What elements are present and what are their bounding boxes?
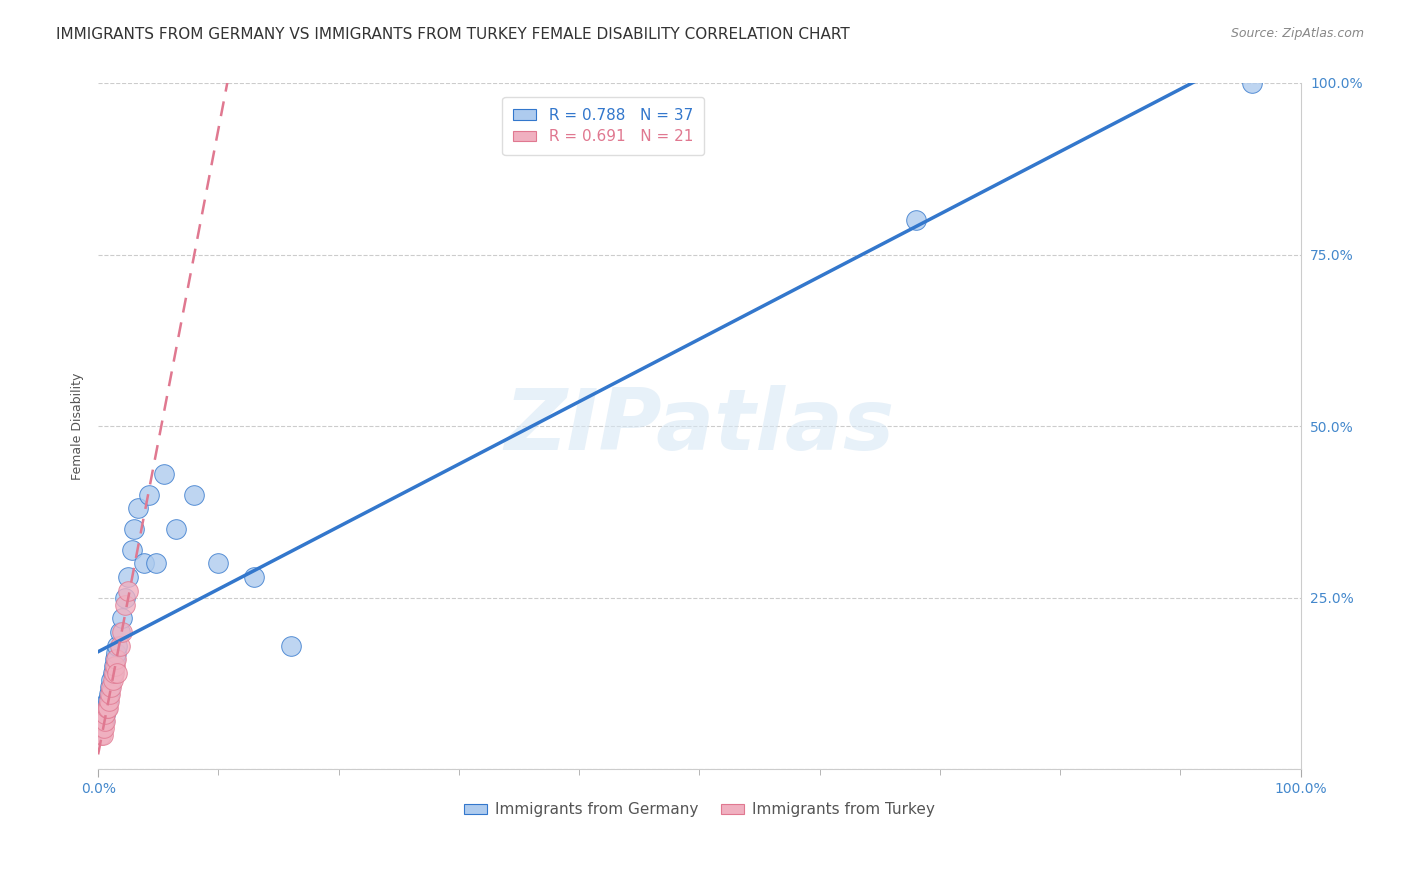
Point	[93, 714, 115, 729]
Point	[207, 557, 229, 571]
Point	[132, 557, 155, 571]
Point	[127, 501, 149, 516]
Point	[104, 659, 127, 673]
Point	[111, 625, 134, 640]
Point	[165, 522, 187, 536]
Point	[114, 591, 136, 605]
Point	[90, 714, 112, 729]
Point	[101, 666, 124, 681]
Point	[280, 639, 302, 653]
Point	[100, 680, 122, 694]
Point	[121, 542, 143, 557]
Point	[183, 488, 205, 502]
Point	[153, 467, 176, 482]
Point	[104, 652, 127, 666]
Text: ZIPatlas: ZIPatlas	[505, 384, 894, 467]
Point	[105, 666, 128, 681]
Point	[103, 659, 125, 673]
Point	[97, 694, 120, 708]
Point	[108, 639, 131, 653]
Point	[91, 714, 114, 729]
Point	[97, 694, 120, 708]
Point	[138, 488, 160, 502]
Point	[103, 666, 125, 681]
Point	[96, 694, 118, 708]
Point	[94, 700, 117, 714]
Legend: Immigrants from Germany, Immigrants from Turkey: Immigrants from Germany, Immigrants from…	[458, 797, 941, 823]
Text: IMMIGRANTS FROM GERMANY VS IMMIGRANTS FROM TURKEY FEMALE DISABILITY CORRELATION : IMMIGRANTS FROM GERMANY VS IMMIGRANTS FR…	[56, 27, 851, 42]
Text: Source: ZipAtlas.com: Source: ZipAtlas.com	[1230, 27, 1364, 40]
Point	[91, 714, 114, 729]
Point	[96, 700, 118, 714]
Point	[98, 687, 121, 701]
Point	[1241, 76, 1264, 90]
Point	[122, 522, 145, 536]
Point	[96, 700, 118, 714]
Point	[98, 680, 121, 694]
Point	[904, 213, 927, 227]
Point	[90, 721, 112, 735]
Point	[114, 598, 136, 612]
Point	[91, 728, 114, 742]
Point	[94, 714, 117, 729]
Point	[91, 707, 114, 722]
Point	[90, 721, 112, 735]
Point	[97, 700, 120, 714]
Point	[105, 646, 128, 660]
Point	[100, 673, 122, 687]
Point	[93, 707, 115, 722]
Point	[105, 639, 128, 653]
Point	[243, 570, 266, 584]
Point	[94, 707, 117, 722]
Point	[117, 583, 139, 598]
Point	[101, 673, 124, 687]
Point	[90, 728, 112, 742]
Point	[117, 570, 139, 584]
Y-axis label: Female Disability: Female Disability	[72, 373, 84, 480]
Point	[108, 625, 131, 640]
Point	[93, 721, 115, 735]
Point	[105, 652, 128, 666]
Point	[97, 687, 120, 701]
Point	[111, 611, 134, 625]
Point	[94, 707, 117, 722]
Point	[145, 557, 167, 571]
